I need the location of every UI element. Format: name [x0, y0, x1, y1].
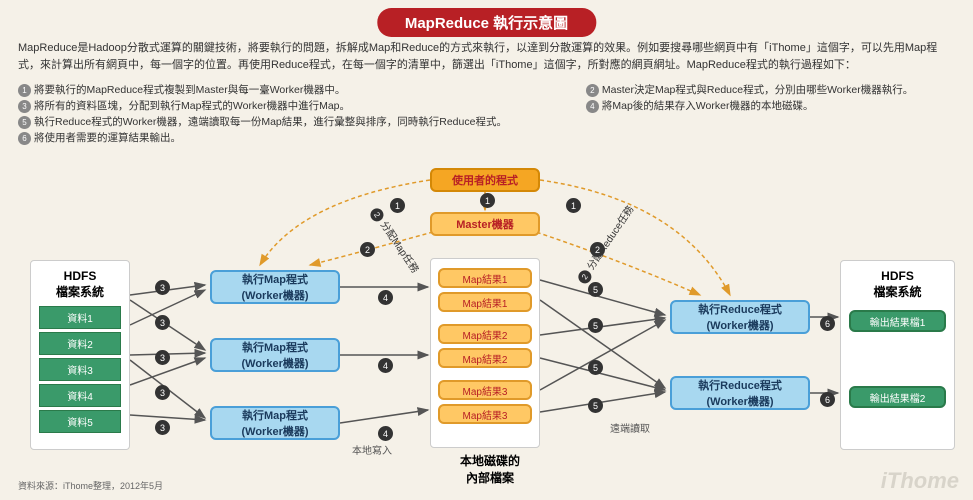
output-file: 輸出結果檔2	[849, 386, 946, 408]
hdfs-in-title: HDFS檔案系統	[39, 269, 121, 300]
map-task-label: 2分配Map任務	[368, 204, 423, 275]
step-badge: 5	[588, 398, 603, 413]
hdfs-data-item: 資料1	[39, 306, 121, 329]
step-badge: 1	[480, 193, 495, 208]
step-badge: 6	[820, 316, 835, 331]
title-bar: MapReduce 執行示意圖	[377, 8, 596, 37]
step-badge: 3	[155, 350, 170, 365]
map-worker-3: 執行Map程式(Worker機器)	[210, 406, 340, 440]
map-result: Map結果2	[438, 348, 532, 368]
output-file: 輸出結果檔1	[849, 310, 946, 332]
map-result: Map結果3	[438, 404, 532, 424]
hdfs-data-item: 資料4	[39, 384, 121, 407]
steps-left: 1將要執行的MapReduce程式複製到Master與每一臺Worker機器中。…	[18, 82, 586, 146]
steps-block: 1將要執行的MapReduce程式複製到Master與每一臺Worker機器中。…	[18, 82, 955, 146]
master-box: Master機器	[430, 212, 540, 236]
description: MapReduce是Hadoop分散式運算的關鍵技術，將要執行的問題，拆解成Ma…	[18, 40, 955, 73]
step-badge: 5	[588, 318, 603, 333]
step-badge: 1	[390, 198, 405, 213]
step-badge: 4	[378, 426, 393, 441]
reduce-worker-1: 執行Reduce程式(Worker機器)	[670, 300, 810, 334]
map-result: Map結果1	[438, 268, 532, 288]
step-badge: 4	[378, 290, 393, 305]
watermark: iThome	[881, 468, 959, 494]
step-badge: 6	[820, 392, 835, 407]
map-result: Map結果2	[438, 324, 532, 344]
hdfs-output-panel: HDFS檔案系統 輸出結果檔1 輸出結果檔2	[840, 260, 955, 450]
step-badge: 3	[155, 280, 170, 295]
map-result: Map結果1	[438, 292, 532, 312]
step-badge: 2	[360, 242, 375, 257]
center-panel-title: 本地磁碟的內部檔案	[430, 452, 550, 486]
hdfs-out-title: HDFS檔案系統	[849, 269, 946, 300]
map-worker-1: 執行Map程式(Worker機器)	[210, 270, 340, 304]
user-program-box: 使用者的程式	[430, 168, 540, 192]
step-badge: 1	[566, 198, 581, 213]
step-badge: 5	[588, 360, 603, 375]
step-badge: 3	[155, 385, 170, 400]
map-worker-2: 執行Map程式(Worker機器)	[210, 338, 340, 372]
remote-read-label: 遠端讀取	[610, 420, 650, 435]
hdfs-data-item: 資料2	[39, 332, 121, 355]
hdfs-input-panel: HDFS檔案系統 資料1 資料2 資料3 資料4 資料5	[30, 260, 130, 450]
hdfs-data-item: 資料3	[39, 358, 121, 381]
reduce-task-label: 2分配Reduce任務	[573, 202, 637, 286]
step-badge: 2	[590, 242, 605, 257]
hdfs-data-item: 資料5	[39, 410, 121, 433]
step-badge: 5	[588, 282, 603, 297]
step-badge: 3	[155, 315, 170, 330]
step-badge: 3	[155, 420, 170, 435]
map-result: Map結果3	[438, 380, 532, 400]
step-badge: 4	[378, 358, 393, 373]
steps-right: 2Master決定Map程式與Reduce程式，分別由哪些Worker機器執行。…	[586, 82, 955, 146]
local-write-label: 本地寫入	[352, 442, 392, 457]
source-text: 資料來源：iThome整理，2012年5月	[18, 479, 163, 492]
reduce-worker-2: 執行Reduce程式(Worker機器)	[670, 376, 810, 410]
